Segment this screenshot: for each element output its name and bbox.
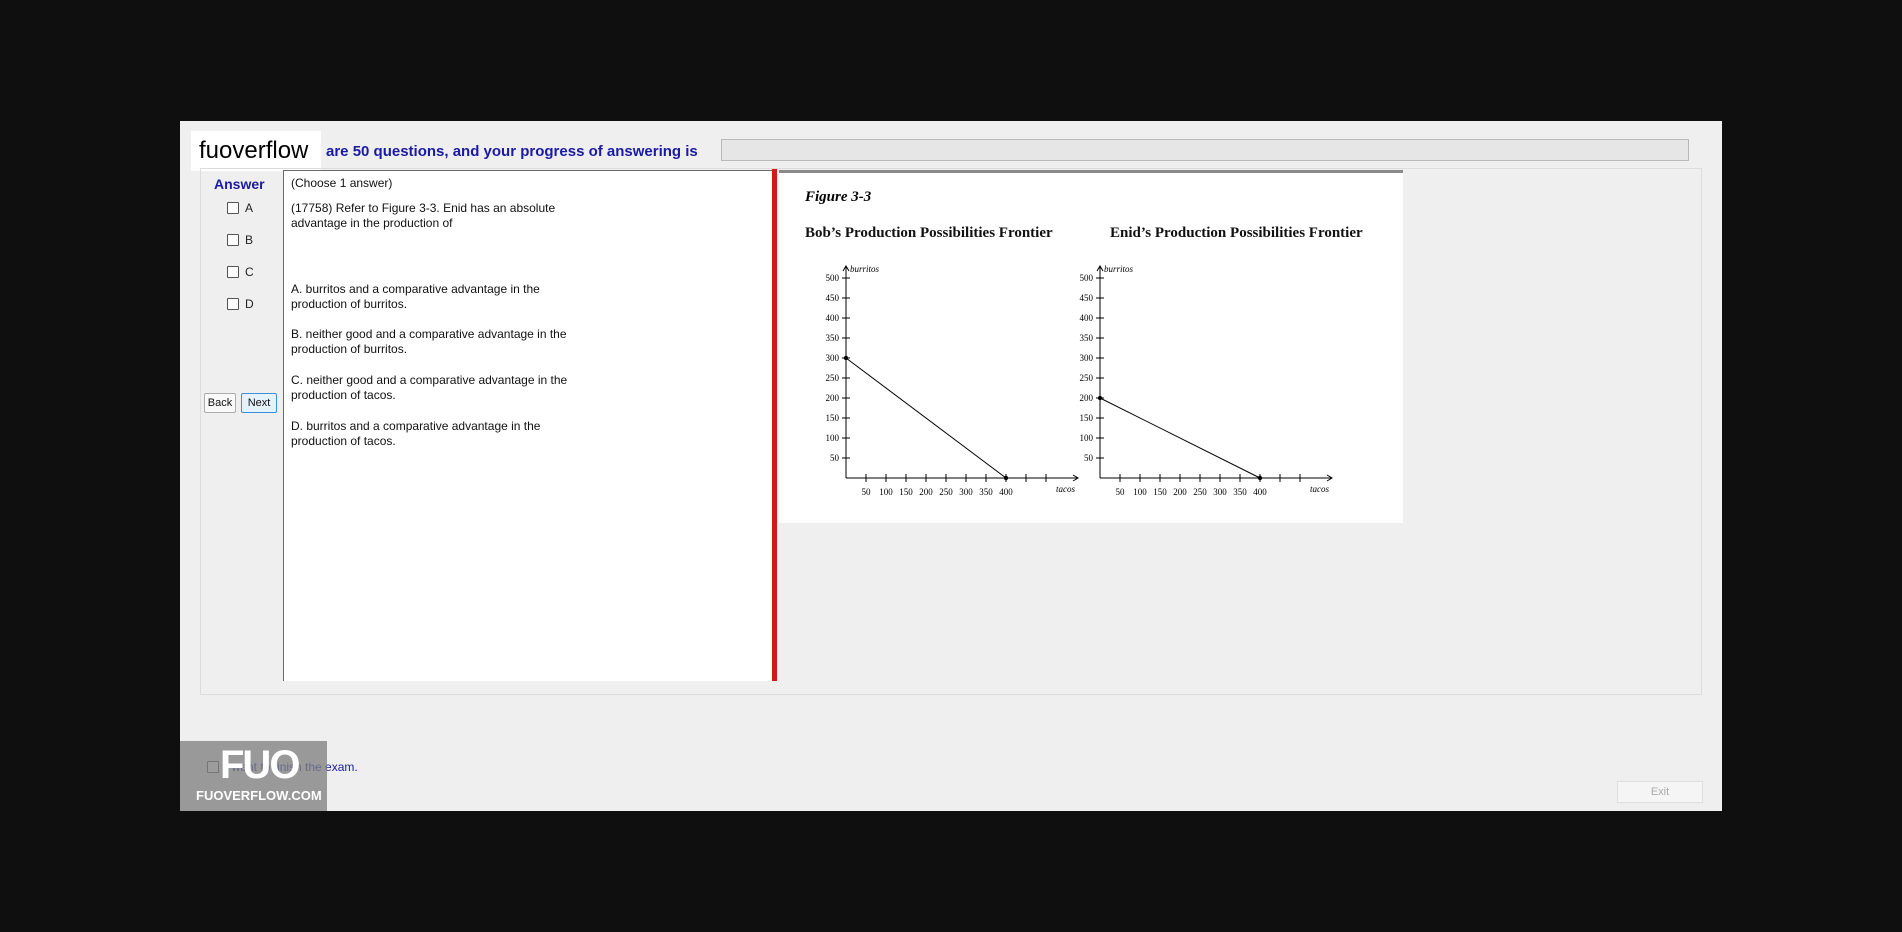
enid-y-tick-label: 200 [1080, 393, 1094, 403]
watermark-badge: FUO FUOVERFLOW.COM [180, 741, 327, 811]
answer-checkbox-d[interactable] [227, 298, 239, 310]
back-button[interactable]: Back [204, 393, 236, 413]
enid-ppf-y-intercept [1097, 395, 1103, 401]
answer-option-label: A [245, 201, 254, 215]
enid-x-tick-label: 200 [1173, 487, 1187, 497]
answer-option-d[interactable]: D [227, 296, 254, 312]
bob-y-arrow [842, 265, 850, 272]
answer-option-label: C [245, 265, 254, 279]
bob-x-tick-label: 400 [999, 487, 1013, 497]
answer-option-label: B [245, 233, 254, 247]
enid-y-tick-label: 50 [1084, 453, 1094, 463]
enid-x-tick-label: 250 [1193, 487, 1207, 497]
watermark-fuoverflow: fuoverflow [191, 131, 321, 171]
enid-x-tick-label: 50 [1116, 487, 1126, 497]
enid-x-tick-label: 100 [1133, 487, 1147, 497]
choice-c-line1: C. neither good and a comparative advant… [291, 373, 568, 387]
bob-y-tick-label: 500 [826, 273, 840, 283]
choice-a-line2: production of burritos. [291, 297, 408, 311]
bob-ppf-y-intercept [843, 355, 849, 361]
enid-ppf-line [1099, 397, 1261, 479]
enid-x-tick-label: 150 [1153, 487, 1167, 497]
progress-caption: are 50 questions, and your progress of a… [326, 143, 698, 160]
choice-d-line2: production of tacos. [291, 434, 396, 448]
enid-y-tick-label: 100 [1080, 433, 1094, 443]
bob-x-label: tacos [1056, 484, 1075, 494]
answer-heading: Answer [214, 176, 265, 192]
bob-y-tick-label: 50 [830, 453, 840, 463]
question-stem-line2: advantage in the production of [291, 216, 453, 230]
question-panel: (Choose 1 answer) (17758) Refer to Figur… [283, 170, 773, 681]
answer-option-label: D [245, 297, 254, 311]
choice-d-line1: D. burritos and a comparative advantage … [291, 419, 541, 433]
bob-x-tick-label: 50 [862, 487, 872, 497]
exam-window: fuoverflow are 50 questions, and your pr… [180, 121, 1722, 811]
answer-option-a[interactable]: A [227, 200, 253, 216]
exit-button[interactable]: Exit [1617, 781, 1703, 803]
bob-x-tick-label: 200 [919, 487, 933, 497]
answer-checkbox-c[interactable] [227, 266, 239, 278]
enid-y-tick-label: 300 [1080, 353, 1094, 363]
bob-y-tick-label: 400 [826, 313, 840, 323]
bob-y-tick-label: 250 [826, 373, 840, 383]
enid-y-tick-label: 350 [1080, 333, 1094, 343]
watermark-site: FUOVERFLOW.COM [196, 788, 322, 803]
bob-chart-title: Bob’s Production Possibilities Frontier [805, 225, 1053, 241]
enid-y-tick-label: 150 [1080, 413, 1094, 423]
enid-y-label: burritos [1104, 264, 1134, 274]
ppf-charts: burritos tacos 500 450 400 350 300 250 200 150 100… [826, 264, 1333, 497]
figure-title: Figure 3-3 [805, 189, 872, 205]
choice-b-line2: production of burritos. [291, 342, 408, 356]
bob-y-tick-label: 200 [826, 393, 840, 403]
enid-x-tick-label: 400 [1253, 487, 1267, 497]
enid-x-tick-label: 300 [1213, 487, 1227, 497]
content-frame [200, 168, 1702, 695]
choice-c-line2: production of tacos. [291, 388, 396, 402]
answer-checkbox-b[interactable] [227, 234, 239, 246]
enid-y-tick-label: 250 [1080, 373, 1094, 383]
answer-option-b[interactable]: B [227, 232, 253, 248]
choice-b-line1: B. neither good and a comparative advant… [291, 327, 567, 341]
bob-y-tick-label: 350 [826, 333, 840, 343]
bob-y-tick-label: 450 [826, 293, 840, 303]
bob-x-tick-label: 350 [979, 487, 993, 497]
question-stem-line1: (17758) Refer to Figure 3-3. Enid has an… [291, 201, 556, 215]
bob-x-arrow [1072, 474, 1079, 482]
enid-y-tick-label: 450 [1080, 293, 1094, 303]
bob-y-tick-label: 150 [826, 413, 840, 423]
enid-y-tick-label: 500 [1080, 273, 1094, 283]
enid-y-arrow [1096, 265, 1104, 272]
bob-y-tick-label: 300 [826, 353, 840, 363]
bob-x-tick-label: 250 [939, 487, 953, 497]
enid-x-tick-label: 350 [1233, 487, 1247, 497]
progress-bar [721, 139, 1689, 161]
watermark-logo: FUO [220, 743, 300, 787]
enid-ppf-x-intercept [1257, 475, 1263, 481]
bob-x-tick-label: 100 [879, 487, 893, 497]
question-instruction: (Choose 1 answer) [291, 176, 393, 190]
choice-a-line1: A. burritos and a comparative advantage … [291, 282, 540, 296]
bob-y-label: burritos [850, 264, 880, 274]
enid-x-arrow [1326, 474, 1333, 482]
bob-y-tick-label: 100 [826, 433, 840, 443]
enid-chart-title: Enid’s Production Possibilities Frontier [1110, 225, 1363, 241]
panel-splitter[interactable] [772, 169, 777, 681]
enid-x-label: tacos [1310, 484, 1329, 494]
next-button[interactable]: Next [241, 393, 277, 413]
answer-checkbox-a[interactable] [227, 202, 239, 214]
bob-x-tick-label: 300 [959, 487, 973, 497]
enid-y-tick-label: 400 [1080, 313, 1094, 323]
figure-panel: Figure 3-3 Bob’s Production Possibilitie… [779, 170, 1403, 523]
answer-option-c[interactable]: C [227, 264, 254, 280]
bob-ppf-line [845, 357, 1007, 479]
bob-ppf-x-intercept [1003, 475, 1009, 481]
bob-x-tick-label: 150 [899, 487, 913, 497]
